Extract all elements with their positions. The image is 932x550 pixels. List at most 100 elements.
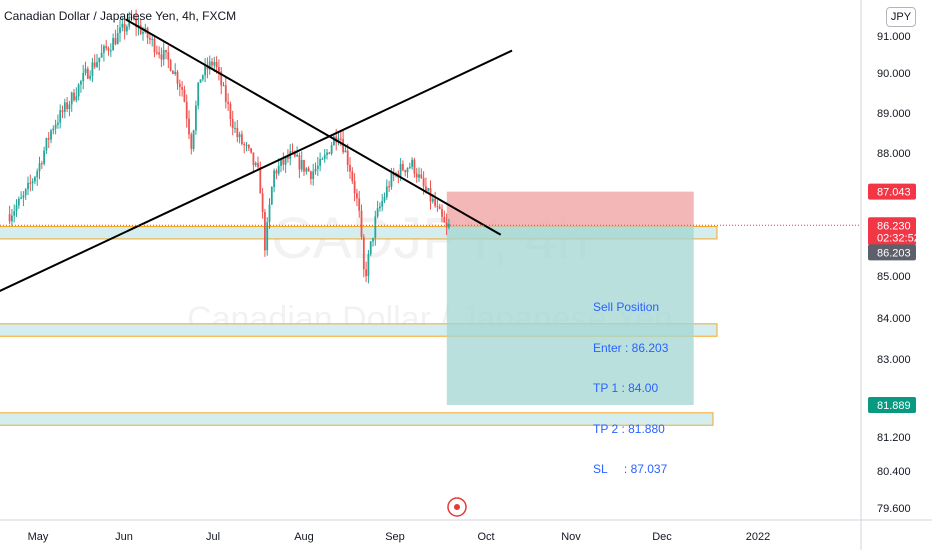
candle-body xyxy=(130,16,133,18)
candle-body xyxy=(280,159,282,166)
note-line: TP 2 : 81.880 xyxy=(593,421,665,436)
candle-body xyxy=(43,150,46,164)
target-price-badge xyxy=(868,396,916,413)
candle-body xyxy=(330,145,333,154)
candle-body xyxy=(199,79,202,83)
candle-body xyxy=(448,224,450,228)
price-tick-label: 85.000 xyxy=(877,271,911,283)
trendline[interactable] xyxy=(0,49,513,301)
candle-body xyxy=(20,197,23,199)
trendline[interactable] xyxy=(125,18,502,236)
candle-body xyxy=(418,174,420,178)
candle-body xyxy=(8,214,11,222)
candle-body xyxy=(434,198,437,207)
candle-body xyxy=(443,216,446,223)
currency-badge[interactable]: JPY xyxy=(886,7,916,27)
candle-body xyxy=(310,171,312,180)
entry-price-badge-text: 86.203 xyxy=(877,247,911,259)
candle-body xyxy=(367,254,370,277)
candle-body xyxy=(227,101,230,104)
candle-body xyxy=(399,163,402,178)
candle-body xyxy=(381,200,384,207)
last-price-badge xyxy=(868,217,916,246)
candle-body xyxy=(162,50,165,60)
candle-body xyxy=(316,165,319,169)
candle-body xyxy=(11,215,13,222)
candle-body xyxy=(52,128,55,131)
candle-body xyxy=(326,152,328,155)
candle-body xyxy=(305,168,308,172)
time-tick-label: Dec xyxy=(652,531,672,543)
candle-body xyxy=(257,162,259,168)
trendlines[interactable] xyxy=(0,18,513,302)
event-flag[interactable] xyxy=(447,497,467,517)
candle-body xyxy=(190,134,193,150)
support-zone xyxy=(0,412,714,426)
candle-body xyxy=(402,163,404,171)
candle-body xyxy=(422,177,425,187)
candle-body xyxy=(287,156,289,159)
candle-body xyxy=(75,96,78,101)
candle-body xyxy=(93,62,96,67)
last-price-badge-text: 86.230 xyxy=(877,220,911,232)
candle-body xyxy=(82,72,85,82)
candle-body xyxy=(312,171,315,180)
short-position-tool[interactable] xyxy=(446,191,694,405)
candle-body xyxy=(185,101,188,119)
time-axis[interactable] xyxy=(0,520,932,550)
candle-body xyxy=(425,186,427,191)
candle-body xyxy=(245,145,248,147)
candle-body xyxy=(247,145,250,149)
candle-body xyxy=(114,38,117,45)
candle-body xyxy=(167,52,170,60)
candle-body xyxy=(15,205,18,212)
candle-body xyxy=(107,48,110,51)
candle-body xyxy=(362,237,365,270)
candle-body xyxy=(24,189,27,196)
candle-body xyxy=(59,110,62,123)
candle-body xyxy=(293,151,296,157)
candle-body xyxy=(31,181,34,184)
price-tick-label: 83.000 xyxy=(877,354,911,366)
candle-body xyxy=(264,211,266,251)
candle-body xyxy=(27,182,29,190)
candle-body xyxy=(36,171,39,178)
candle-body xyxy=(103,46,105,53)
candle-body xyxy=(388,186,391,188)
candle-body xyxy=(215,62,218,68)
candle-body xyxy=(172,70,174,75)
candle-body xyxy=(441,209,443,217)
price-tick-label: 89.000 xyxy=(877,108,911,120)
symbol-title[interactable]: Canadian Dollar / Japanese Yen, 4h, FXCM xyxy=(4,9,237,23)
candle-body xyxy=(45,138,48,151)
candle-body xyxy=(116,33,119,45)
candle-body xyxy=(369,241,372,255)
candle-body xyxy=(300,160,303,170)
target-price-badge-text: 81.889 xyxy=(877,400,911,412)
candle-body xyxy=(165,50,167,53)
candle-body xyxy=(201,75,204,80)
stop-loss-zone[interactable] xyxy=(446,191,694,227)
candle-body xyxy=(238,134,241,138)
price-tick-label: 91.000 xyxy=(877,31,911,43)
candle-body xyxy=(284,156,287,165)
price-tick-label: 79.600 xyxy=(877,503,911,515)
candle-body xyxy=(204,65,207,76)
take-profit-zone[interactable] xyxy=(446,226,694,405)
candle-body xyxy=(436,206,439,208)
candle-body xyxy=(411,159,414,167)
candle-body xyxy=(57,122,59,125)
candle-body xyxy=(68,104,71,110)
event-marker-dot-icon xyxy=(454,504,460,510)
last-price-badge-text: 02:32:52 xyxy=(877,232,920,244)
candle-body xyxy=(413,159,416,174)
price-axis[interactable] xyxy=(861,0,932,550)
candle-body xyxy=(351,171,354,182)
position-note: Sell Position Enter : 86.203 TP 1 : 84.0… xyxy=(593,274,668,504)
candle-body xyxy=(149,38,151,40)
candle-body xyxy=(346,150,349,165)
candle-body xyxy=(126,26,128,32)
